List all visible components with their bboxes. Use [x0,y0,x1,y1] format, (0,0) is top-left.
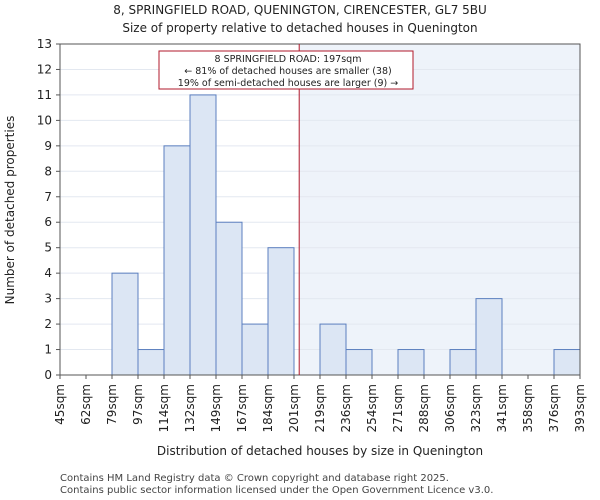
bar-184sqm [267,247,295,376]
x-axis-ticks: 45sqm 62sqm 79sqm 97sqm 114sqm 132sqm 149sqm 16… [53,375,587,432]
y-tick-label-9: 9 [44,139,52,153]
footer-copyright: Contains HM Land Registry data © Crown c… [60,473,449,484]
footer-licence: Contains public sector information licen… [60,485,493,496]
x-tick-label-219sqm: 219sqm [313,384,327,432]
x-axis-label: Distribution of detached houses by size … [157,444,483,458]
x-tick-label-97sqm: 97sqm [131,384,145,425]
x-tick-label-288sqm: 288sqm [417,384,431,432]
x-tick-label-323sqm: 323sqm [469,384,483,432]
x-tick-label-236sqm: 236sqm [339,384,353,432]
y-axis-label: Number of detached properties [3,116,17,305]
x-tick-label-149sqm: 149sqm [209,384,223,432]
x-tick-label-254sqm: 254sqm [365,384,379,432]
bar-132sqm [189,94,217,376]
y-tick-label-13: 13 [37,37,52,51]
annotation-line-3: 19% of semi-detached houses are larger (… [178,78,398,89]
y-tick-label-7: 7 [44,190,52,204]
x-tick-label-167sqm: 167sqm [235,384,249,432]
x-tick-label-306sqm: 306sqm [443,384,457,432]
chart-title: 8, SPRINGFIELD ROAD, QUENINGTON, CIRENCE… [113,3,487,17]
y-tick-label-8: 8 [44,164,52,178]
larger-region-highlight [299,44,580,375]
x-tick-label-132sqm: 132sqm [183,384,197,432]
annotation-line-1: 8 SPRINGFIELD ROAD: 197sqm [215,54,362,65]
bar-167sqm [241,323,269,376]
x-tick-label-376sqm: 376sqm [547,384,561,432]
y-tick-label-4: 4 [44,266,52,280]
y-tick-label-10: 10 [37,113,52,127]
x-tick-label-114sqm: 114sqm [157,384,171,432]
x-tick-label-271sqm: 271sqm [391,384,405,432]
y-tick-label-3: 3 [44,292,52,306]
y-tick-label-1: 1 [44,343,52,357]
x-tick-label-341sqm: 341sqm [495,384,509,432]
annotation-line-2: ← 81% of detached houses are smaller (38… [184,66,391,77]
bar-323sqm [475,298,503,376]
x-tick-label-184sqm: 184sqm [261,384,275,432]
bar-114sqm [163,145,191,376]
bar-236sqm [345,349,373,376]
y-tick-label-6: 6 [44,215,52,229]
bar-271sqm [397,349,425,376]
x-tick-label-62sqm: 62sqm [79,384,93,425]
chart-subtitle: Size of property relative to detached ho… [122,21,477,35]
bar-376sqm [553,349,581,376]
y-tick-label-0: 0 [44,368,52,382]
x-tick-label-45sqm: 45sqm [53,384,67,425]
x-tick-label-201sqm: 201sqm [287,384,301,432]
y-tick-label-5: 5 [44,241,52,255]
bar-306sqm [449,349,477,376]
bar-149sqm [215,221,243,376]
bar-79sqm [111,272,139,376]
y-tick-label-11: 11 [37,88,52,102]
bar-219sqm [319,323,347,376]
bars [111,94,581,376]
annotation-box [158,50,414,90]
bar-97sqm [137,349,165,376]
y-tick-label-2: 2 [44,317,52,331]
y-tick-label-12: 12 [37,62,52,76]
x-tick-label-393sqm: 393sqm [573,384,587,432]
x-tick-label-79sqm: 79sqm [105,384,119,425]
x-tick-label-358sqm: 358sqm [521,384,535,432]
